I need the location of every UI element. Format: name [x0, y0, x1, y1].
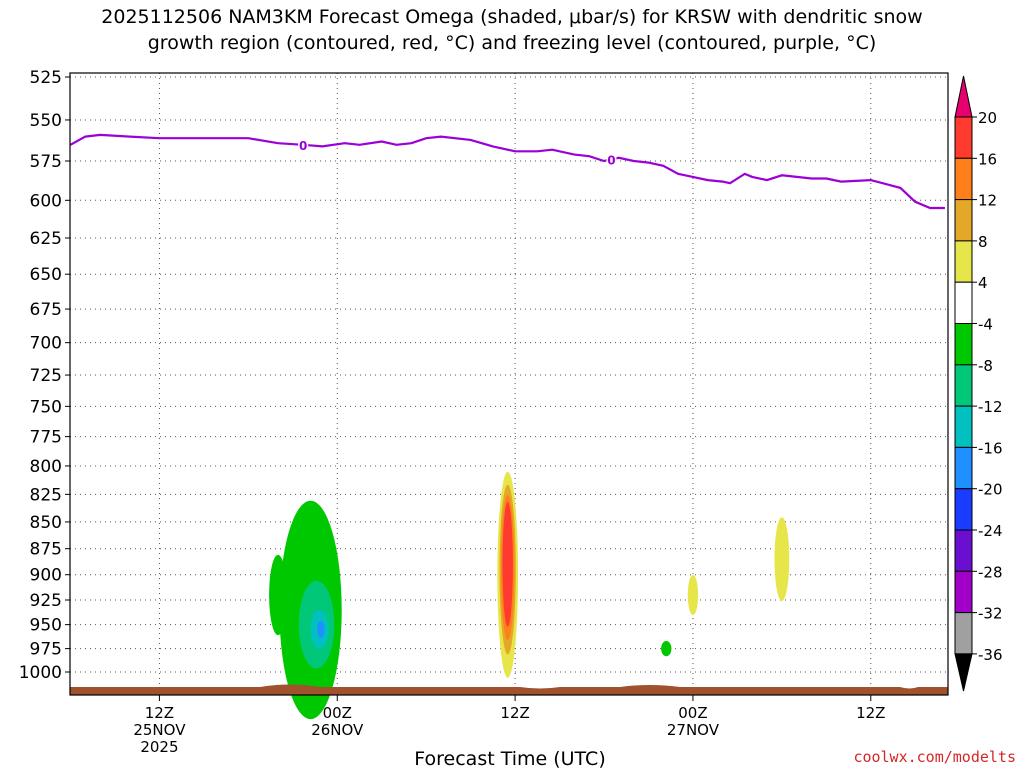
y-axis-ticks: 525 550 575 600 625 650 675 700 725 750 775 800 825 8… — [19, 68, 70, 683]
y-tick-label-525: 525 — [30, 68, 62, 88]
y-tick-label-750: 750 — [30, 397, 62, 417]
plot-frame — [69, 72, 949, 696]
y-tick-label-600: 600 — [30, 191, 62, 211]
colorbar-label-8: 8 — [978, 233, 988, 251]
colorbar-label--36: -36 — [978, 646, 1003, 664]
colorbar-label--28: -28 — [978, 563, 1003, 581]
y-tick-label-825: 825 — [30, 485, 62, 505]
y-tick-label-575: 575 — [30, 152, 62, 172]
colorbar-label--24: -24 — [978, 522, 1003, 540]
x-axis-label: Forecast Time (UTC) — [414, 748, 605, 768]
colorbar-bin-12-to-8 — [954, 199, 973, 242]
colorbar-label-20: 20 — [978, 109, 997, 127]
omega-descent-small-a — [687, 574, 699, 616]
colorbar-bottom-triangle — [954, 653, 973, 692]
colorbar-bin-20-to-16 — [954, 116, 973, 159]
grid-lines — [70, 73, 948, 695]
chart-title-line-1: 2025112506 NAM3KM Forecast Omega (shaded… — [101, 6, 923, 28]
y-tick-label-550: 550 — [30, 111, 62, 131]
colorbar-bin--8-to--12 — [954, 364, 973, 407]
freezing-label-bg-1 — [606, 152, 617, 166]
colorbar-bin--12-to--16 — [954, 405, 973, 448]
freezing-level-line — [69, 133, 945, 210]
x-tick-label-6-1: 12Z — [145, 704, 174, 722]
y-tick-label-675: 675 — [30, 300, 62, 320]
omega-ascent-main-core — [317, 620, 325, 639]
y-tick-label-950: 950 — [30, 616, 62, 636]
x-tick-label-6-2: 25NOV — [133, 721, 186, 739]
y-tick-label-850: 850 — [30, 513, 62, 533]
chart-title-line-2: growth region (contoured, red, °C) and f… — [147, 32, 877, 54]
omega-descent-1200z-4 — [502, 502, 513, 627]
y-tick-label-775: 775 — [30, 428, 62, 448]
y-tick-label-800: 800 — [30, 457, 62, 477]
colorbar-label--20: -20 — [978, 481, 1003, 499]
x-tick-label-18-1: 00Z — [323, 704, 352, 722]
x-tick-label-54-1: 12Z — [856, 704, 885, 722]
colorbar-label--4: -4 — [978, 316, 993, 334]
x-tick-label-6-3: 2025 — [140, 738, 178, 756]
colorbar-bin--20-to--24 — [954, 488, 973, 531]
y-tick-label-975: 975 — [30, 640, 62, 660]
y-tick-label-650: 650 — [30, 265, 62, 285]
colorbar-label--32: -32 — [978, 605, 1003, 623]
colorbar-bin-16-to-12 — [954, 157, 973, 201]
y-tick-label-875: 875 — [30, 540, 62, 560]
y-tick-label-725: 725 — [30, 366, 62, 386]
colorbar-label--8: -8 — [978, 357, 993, 375]
x-tick-label-30-1: 12Z — [500, 704, 529, 722]
omega-ascent-small-00z — [661, 641, 672, 657]
y-tick-label-700: 700 — [30, 334, 62, 354]
colorbar-label-12: 12 — [978, 192, 997, 210]
colorbar-bin--4-to--8 — [954, 323, 973, 366]
colorbar-label-4: 4 — [978, 274, 988, 292]
colorbar-bin--28-to--32 — [954, 570, 973, 614]
x-tick-label-42-2: 27NOV — [667, 721, 720, 739]
colorbar-label-16: 16 — [978, 150, 997, 168]
x-tick-label-18-2: 26NOV — [311, 721, 364, 739]
colorbar-bin--32-to--36 — [954, 612, 973, 655]
freezing-label-bg-0 — [298, 137, 309, 151]
y-tick-label-625: 625 — [30, 229, 62, 249]
colorbar-bin-8-to-4 — [954, 240, 973, 283]
y-tick-label-900: 900 — [30, 566, 62, 586]
colorbar-bin--16-to--20 — [954, 446, 973, 490]
x-tick-label-42-1: 00Z — [678, 704, 707, 722]
colorbar: 20 16 12 8 4 -4 -8 -12 -16 -20 -24 -28 -32 -36 — [954, 75, 1003, 692]
omega-shading — [269, 471, 790, 720]
y-tick-label-1000: 1000 — [19, 663, 62, 683]
colorbar-bin-4-to--4 — [954, 281, 973, 325]
freezing-level-group: 00 — [69, 133, 945, 210]
freezing-level-label-1: 0 — [607, 153, 615, 167]
colorbar-top-triangle — [954, 75, 973, 118]
freezing-level-label-0: 0 — [299, 139, 307, 153]
colorbar-label--12: -12 — [978, 398, 1003, 416]
credit-link[interactable]: coolwx.com/modelts — [853, 748, 1016, 766]
y-tick-label-925: 925 — [30, 591, 62, 611]
colorbar-bin--24-to--28 — [954, 529, 973, 572]
terrain-surface — [70, 684, 948, 695]
omega-descent-small-b — [774, 517, 790, 601]
colorbar-label--16: -16 — [978, 439, 1003, 457]
